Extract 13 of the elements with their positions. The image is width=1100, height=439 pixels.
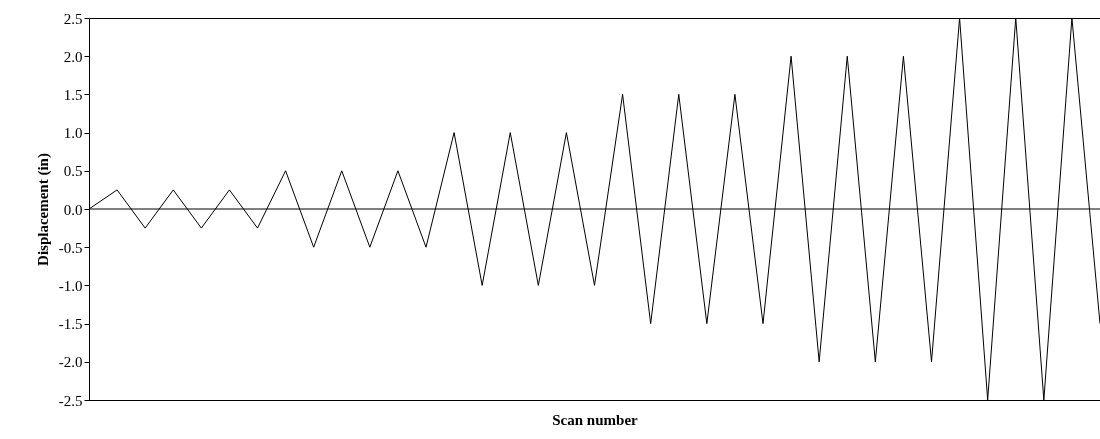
y-tick-label: -0.5	[58, 239, 83, 256]
y-tick-label: 0.0	[63, 201, 83, 218]
y-axis-title: Displacement (in)	[34, 153, 52, 266]
y-tick-label: -1.5	[58, 316, 83, 333]
y-tick-label: -1.0	[58, 277, 83, 294]
y-tick-label: 1.5	[63, 86, 83, 103]
y-tick-label: -2.0	[58, 354, 83, 371]
y-tick-label: -2.5	[58, 392, 83, 409]
x-axis-title: Scan number	[552, 411, 639, 428]
y-tick-label: 0.5	[63, 163, 83, 180]
y-tick-label: 1.0	[63, 125, 83, 142]
y-tick-label: 2.0	[63, 48, 83, 65]
y-tick-label: 2.5	[63, 10, 83, 27]
